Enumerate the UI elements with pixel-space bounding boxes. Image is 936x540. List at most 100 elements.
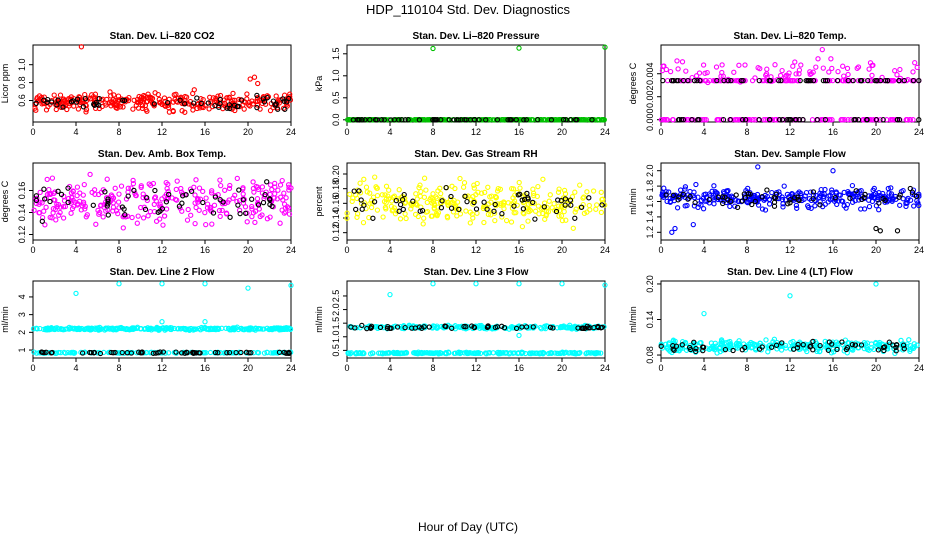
data-point (191, 100, 197, 106)
x-tick-label: 12 (785, 127, 795, 137)
data-point (120, 104, 126, 110)
data-point (91, 187, 98, 193)
data-point (670, 343, 676, 349)
data-points (345, 281, 608, 357)
data-point (239, 97, 245, 103)
data-point (216, 207, 223, 214)
data-point (866, 203, 873, 210)
data-point (193, 204, 199, 211)
data-point (56, 349, 62, 356)
data-point (211, 202, 218, 208)
x-tick-label: 4 (387, 245, 392, 255)
data-point (742, 117, 749, 123)
data-point (267, 191, 273, 198)
data-point (572, 189, 578, 195)
data-point (503, 217, 510, 224)
data-point (60, 104, 66, 110)
data-point (369, 350, 375, 356)
data-point (573, 117, 579, 123)
data-point (562, 202, 568, 208)
data-point (60, 215, 67, 221)
data-point (545, 350, 552, 357)
data-point (196, 207, 202, 213)
data-point (386, 117, 392, 123)
data-point (493, 194, 500, 201)
y-tick-label: 0.14 (645, 311, 655, 329)
data-point (788, 339, 794, 346)
data-point (227, 105, 233, 112)
data-point (789, 77, 796, 84)
outlier-point (73, 290, 79, 297)
data-point (183, 349, 190, 355)
outlier-point (669, 229, 675, 235)
data-point (817, 342, 823, 349)
data-point (46, 350, 52, 356)
data-point (523, 117, 529, 123)
data-point (767, 117, 773, 123)
data-point (792, 195, 798, 201)
data-point (577, 182, 583, 188)
data-point (795, 77, 801, 84)
data-point (144, 108, 150, 114)
x-tick-label: 24 (914, 245, 924, 255)
data-point (57, 209, 63, 216)
data-point (598, 189, 604, 195)
data-point (802, 346, 809, 352)
data-point (145, 213, 151, 219)
data-point (889, 198, 895, 204)
y-tick-label: 0.14 (331, 209, 341, 227)
data-point (65, 185, 71, 191)
data-point (197, 105, 203, 111)
y-axis-label: Licor ppm (0, 64, 10, 104)
data-point (667, 68, 674, 75)
data-point (546, 198, 552, 204)
data-point (173, 349, 179, 355)
data-point (269, 203, 275, 209)
data-point (240, 191, 246, 197)
data-point (123, 326, 129, 332)
data-point (558, 213, 565, 219)
x-tick-label: 24 (914, 127, 924, 137)
data-point (41, 208, 47, 214)
data-point (55, 97, 61, 103)
data-point (399, 117, 405, 123)
panel-8: Stan. Dev. Line 3 Flow ml/min 0 4 8 12 16 20 24 0… (314, 267, 610, 373)
y-tick-label: 1.2 (645, 226, 655, 239)
data-point (897, 202, 903, 208)
data-point (479, 324, 485, 331)
data-point (822, 186, 828, 193)
data-point (451, 350, 458, 357)
data-point (901, 346, 907, 352)
data-point (402, 117, 408, 123)
data-point (765, 349, 771, 355)
data-point (519, 223, 526, 230)
y-tick-label: 1.4 (645, 211, 655, 224)
data-point (34, 94, 40, 101)
data-point (73, 325, 80, 332)
data-point (46, 191, 52, 197)
x-tick-label: 12 (157, 363, 167, 373)
outlier-point (690, 221, 696, 228)
data-point (547, 192, 553, 198)
data-point (278, 194, 284, 200)
data-point (68, 210, 74, 216)
data-point (661, 117, 668, 123)
data-point (184, 217, 191, 223)
data-point (563, 117, 569, 123)
data-point (856, 197, 862, 203)
data-point (110, 204, 117, 210)
data-point (39, 218, 45, 224)
data-point (483, 117, 489, 123)
x-tick-label: 0 (344, 363, 349, 373)
data-point (403, 215, 409, 222)
data-point (880, 196, 886, 202)
data-point (776, 117, 783, 123)
y-axis-label: ml/min (628, 306, 638, 333)
data-point (894, 342, 900, 348)
data-point (864, 117, 870, 123)
data-point (111, 92, 117, 98)
x-tick-label: 20 (871, 363, 881, 373)
x-tick-label: 8 (744, 127, 749, 137)
data-point (455, 324, 461, 330)
data-point (565, 202, 572, 208)
